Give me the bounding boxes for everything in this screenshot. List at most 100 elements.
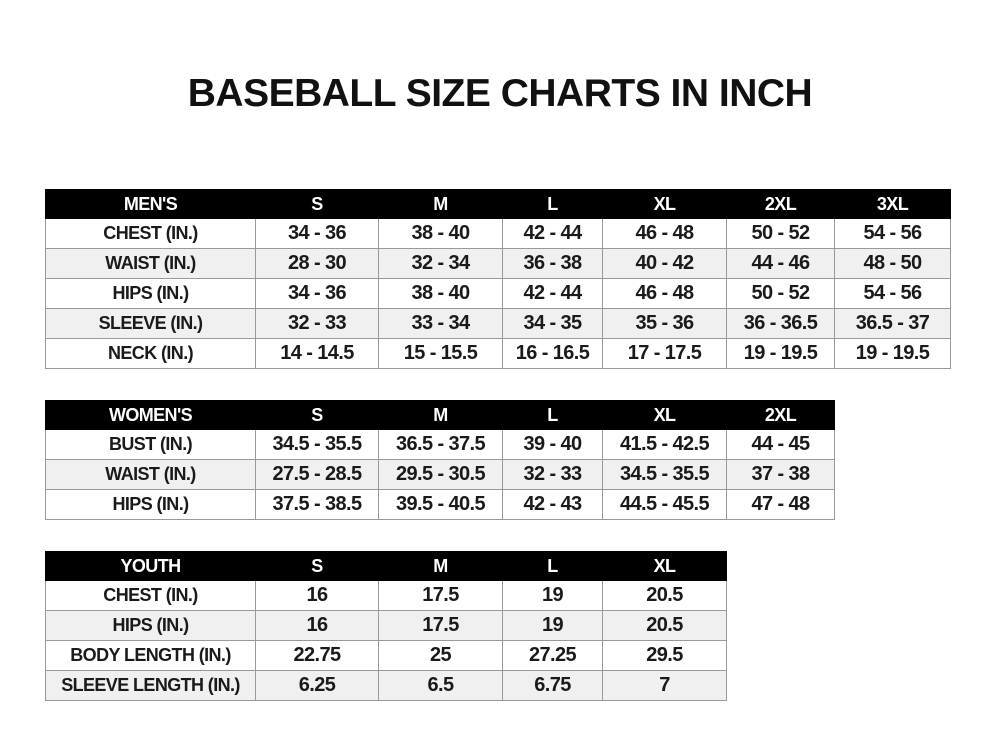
measurement-cell: 7: [602, 670, 727, 701]
measurement-cell: 35 - 36: [602, 308, 727, 339]
womens-size-table: WOMEN'S S M L XL 2XL BUST (IN.) 34.5 - 35.5 36.5…: [45, 400, 835, 520]
page-title: BASEBALL SIZE CHARTS IN INCH: [187, 72, 813, 115]
size-header: S: [255, 400, 379, 430]
measurement-cell: 54 - 56: [834, 218, 951, 249]
table-row: WAIST (IN.) 27.5 - 28.5 29.5 - 30.5 32 - 33…: [45, 459, 835, 490]
measurement-cell: 34 - 36: [255, 218, 379, 249]
measurement-cell: 34 - 36: [255, 278, 379, 309]
header-row: YOUTH S M L XL: [45, 551, 727, 581]
table-row: NECK (IN.) 14 - 14.5 15 - 15.5 16 - 16.5 17 …: [45, 338, 951, 369]
measurement-cell: 15 - 15.5: [378, 338, 503, 369]
measurement-cell: 36.5 - 37.5: [378, 429, 503, 460]
measurement-cell: 27.5 - 28.5: [255, 459, 379, 490]
measurement-cell: 36 - 36.5: [726, 308, 835, 339]
measurement-cell: 16: [255, 610, 379, 641]
measurement-cell: 46 - 48: [602, 278, 727, 309]
size-header: L: [502, 551, 603, 581]
size-header: 3XL: [834, 189, 951, 219]
measurement-cell: 36.5 - 37: [834, 308, 951, 339]
size-header: XL: [602, 400, 727, 430]
measurement-cell: 20.5: [602, 610, 727, 641]
measurement-cell: 29.5: [602, 640, 727, 671]
table-row: WAIST (IN.) 28 - 30 32 - 34 36 - 38 40 - 42 4…: [45, 248, 951, 279]
size-header: XL: [602, 551, 727, 581]
measurement-cell: 17.5: [378, 580, 503, 611]
size-header: 2XL: [726, 189, 835, 219]
size-header: M: [378, 400, 503, 430]
measurement-cell: 36 - 38: [502, 248, 603, 279]
measurement-cell: 32 - 33: [502, 459, 603, 490]
measurement-cell: 16 - 16.5: [502, 338, 603, 369]
measurement-cell: 38 - 40: [378, 218, 503, 249]
measurement-label: HIPS (IN.): [45, 278, 256, 309]
measurement-cell: 16: [255, 580, 379, 611]
measurement-label: CHEST (IN.): [45, 580, 256, 611]
measurement-cell: 32 - 33: [255, 308, 379, 339]
measurement-cell: 6.25: [255, 670, 379, 701]
measurement-cell: 50 - 52: [726, 218, 835, 249]
size-header: 2XL: [726, 400, 835, 430]
measurement-cell: 22.75: [255, 640, 379, 671]
measurement-label: BUST (IN.): [45, 429, 256, 460]
measurement-cell: 17.5: [378, 610, 503, 641]
measurement-cell: 42 - 44: [502, 218, 603, 249]
measurement-label: BODY LENGTH (IN.): [45, 640, 256, 671]
size-header: S: [255, 189, 379, 219]
mens-size-table: MEN'S S M L XL 2XL 3XL CHEST (IN.) 34 - 36 38 - 4…: [45, 189, 951, 369]
header-row: MEN'S S M L XL 2XL 3XL: [45, 189, 951, 219]
measurement-cell: 42 - 44: [502, 278, 603, 309]
size-header: L: [502, 400, 603, 430]
size-header: M: [378, 551, 503, 581]
measurement-label: WAIST (IN.): [45, 459, 256, 490]
measurement-cell: 42 - 43: [502, 489, 603, 520]
youth-size-table: YOUTH S M L XL CHEST (IN.) 16 17.5 19 20.5 HIPS (I…: [45, 551, 727, 701]
table-row: HIPS (IN.) 34 - 36 38 - 40 42 - 44 46 - 48 50…: [45, 278, 951, 309]
measurement-cell: 44 - 45: [726, 429, 835, 460]
measurement-cell: 48 - 50: [834, 248, 951, 279]
table-row: CHEST (IN.) 34 - 36 38 - 40 42 - 44 46 - 48 5…: [45, 218, 951, 249]
measurement-cell: 20.5: [602, 580, 727, 611]
measurement-cell: 34.5 - 35.5: [255, 429, 379, 460]
measurement-cell: 39 - 40: [502, 429, 603, 460]
measurement-cell: 32 - 34: [378, 248, 503, 279]
measurement-label: HIPS (IN.): [45, 489, 256, 520]
measurement-cell: 19 - 19.5: [726, 338, 835, 369]
category-header: WOMEN'S: [45, 400, 256, 430]
measurement-cell: 40 - 42: [602, 248, 727, 279]
measurement-cell: 39.5 - 40.5: [378, 489, 503, 520]
size-header: XL: [602, 189, 727, 219]
measurement-cell: 38 - 40: [378, 278, 503, 309]
measurement-cell: 50 - 52: [726, 278, 835, 309]
measurement-cell: 19: [502, 580, 603, 611]
measurement-cell: 6.75: [502, 670, 603, 701]
measurement-cell: 37.5 - 38.5: [255, 489, 379, 520]
measurement-cell: 29.5 - 30.5: [378, 459, 503, 490]
measurement-label: NECK (IN.): [45, 338, 256, 369]
measurement-label: SLEEVE (IN.): [45, 308, 256, 339]
measurement-cell: 34.5 - 35.5: [602, 459, 727, 490]
measurement-cell: 28 - 30: [255, 248, 379, 279]
measurement-cell: 17 - 17.5: [602, 338, 727, 369]
measurement-cell: 19 - 19.5: [834, 338, 951, 369]
measurement-cell: 19: [502, 610, 603, 641]
table-row: BUST (IN.) 34.5 - 35.5 36.5 - 37.5 39 - 40 4…: [45, 429, 835, 460]
table-row: BODY LENGTH (IN.) 22.75 25 27.25 29.5: [45, 640, 727, 671]
measurement-cell: 47 - 48: [726, 489, 835, 520]
measurement-cell: 14 - 14.5: [255, 338, 379, 369]
measurement-cell: 41.5 - 42.5: [602, 429, 727, 460]
table-row: SLEEVE (IN.) 32 - 33 33 - 34 34 - 35 35 - 36…: [45, 308, 951, 339]
measurement-cell: 27.25: [502, 640, 603, 671]
measurement-label: CHEST (IN.): [45, 218, 256, 249]
measurement-cell: 33 - 34: [378, 308, 503, 339]
category-header: MEN'S: [45, 189, 256, 219]
measurement-cell: 25: [378, 640, 503, 671]
category-header: YOUTH: [45, 551, 256, 581]
table-row: SLEEVE LENGTH (IN.) 6.25 6.5 6.75 7: [45, 670, 727, 701]
measurement-cell: 34 - 35: [502, 308, 603, 339]
measurement-cell: 44 - 46: [726, 248, 835, 279]
measurement-cell: 37 - 38: [726, 459, 835, 490]
table-row: HIPS (IN.) 16 17.5 19 20.5: [45, 610, 727, 641]
measurement-cell: 54 - 56: [834, 278, 951, 309]
measurement-label: HIPS (IN.): [45, 610, 256, 641]
measurement-cell: 46 - 48: [602, 218, 727, 249]
